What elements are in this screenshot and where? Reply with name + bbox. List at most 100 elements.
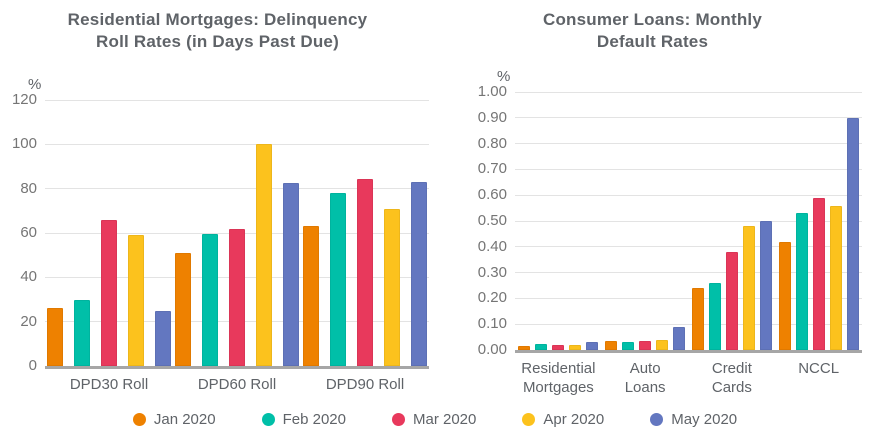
y-tick-label: 0.20 bbox=[477, 289, 507, 307]
bar-jan-2020-credit-cards bbox=[691, 288, 704, 350]
chart-title-line-2: Roll Rates (in Days Past Due) bbox=[96, 32, 339, 51]
legend-item-feb-2020: Feb 2020 bbox=[261, 411, 346, 428]
y-tick-label: 0.70 bbox=[477, 160, 507, 178]
y-tick-label: 40 bbox=[20, 268, 37, 286]
y-tick-label: 1.00 bbox=[477, 83, 507, 100]
x-category-label-dpd60-roll: DPD60 Roll bbox=[174, 375, 300, 394]
bar-feb-2020-nccl bbox=[795, 213, 808, 350]
bar-group-credit-cards bbox=[691, 221, 772, 350]
bar-may-2020-dpd30-roll bbox=[155, 310, 171, 366]
bar-groups bbox=[515, 92, 862, 350]
x-axis-labels: DPD30 Roll DPD60 Roll DPD90 Roll bbox=[45, 375, 429, 394]
bar-apr-2020-nccl bbox=[829, 205, 842, 350]
bar-jan-2020-nccl bbox=[778, 241, 791, 350]
chart-header: Residential Mortgages: Delinquency Roll … bbox=[0, 0, 435, 100]
gridline bbox=[45, 143, 429, 145]
bar-feb-2020-credit-cards bbox=[708, 282, 721, 350]
legend-label: May 2020 bbox=[671, 411, 738, 428]
legend-label: Mar 2020 bbox=[412, 411, 477, 428]
y-tick-label: 100 bbox=[11, 135, 37, 153]
legend-label: Apr 2020 bbox=[543, 411, 605, 428]
y-axis-unit-label: % bbox=[497, 68, 511, 85]
bar-mar-2020-auto-loans bbox=[639, 340, 652, 350]
bar-may-2020-residential-mortgages bbox=[586, 342, 599, 350]
chart-legend: Jan 2020 Feb 2020 Mar 2020 Apr 2020 May 2020 bbox=[0, 411, 870, 428]
bar-jan-2020-dpd30-roll bbox=[47, 308, 63, 366]
x-category-label-credit-cards: Credit Cards bbox=[691, 359, 773, 397]
y-tick-label: 0.30 bbox=[477, 263, 507, 281]
bar-feb-2020-auto-loans bbox=[622, 342, 635, 350]
charts-row: Residential Mortgages: Delinquency Roll … bbox=[0, 0, 870, 397]
gridline bbox=[515, 246, 862, 248]
legend-item-may-2020: May 2020 bbox=[650, 411, 737, 428]
y-tick-label: 0 bbox=[28, 357, 37, 374]
chart-residential-mortgages-roll-rates: Residential Mortgages: Delinquency Roll … bbox=[0, 0, 435, 397]
gridline bbox=[515, 297, 862, 299]
bar-may-2020-nccl bbox=[846, 117, 859, 350]
x-category-label-line: Credit bbox=[711, 360, 752, 377]
gridline bbox=[515, 168, 862, 170]
gridline bbox=[515, 91, 862, 93]
bar-apr-2020-dpd60-roll bbox=[256, 144, 272, 366]
gridline bbox=[515, 194, 862, 196]
plot-area: 0.00 0.10 0.20 0.30 0.40 0.50 0.60 0.70 0.80 0.90… bbox=[478, 84, 862, 358]
bar-may-2020-dpd60-roll bbox=[283, 183, 299, 366]
chart-title: Residential Mortgages: Delinquency Roll … bbox=[0, 0, 435, 53]
bar-apr-2020-dpd90-roll bbox=[384, 208, 400, 366]
bar-jan-2020-residential-mortgages bbox=[518, 346, 531, 350]
legend-label: Feb 2020 bbox=[282, 411, 346, 428]
chart-consumer-loans-default-rates: Consumer Loans: Monthly Default Rates % … bbox=[435, 0, 870, 397]
legend-swatch-icon bbox=[522, 413, 536, 426]
bar-jan-2020-auto-loans bbox=[605, 340, 618, 350]
gridline bbox=[515, 220, 862, 222]
bar-groups bbox=[45, 100, 429, 366]
x-category-label-dpd30-roll: DPD30 Roll bbox=[46, 375, 172, 394]
gridline bbox=[45, 99, 429, 101]
bar-feb-2020-dpd60-roll bbox=[202, 234, 218, 366]
bar-mar-2020-nccl bbox=[812, 197, 825, 350]
x-category-label-line: Auto bbox=[629, 360, 661, 377]
legend-label: Jan 2020 bbox=[153, 411, 216, 428]
y-tick-label: 0.90 bbox=[477, 108, 507, 126]
bar-jan-2020-dpd90-roll bbox=[303, 226, 319, 366]
y-tick-label: 0.40 bbox=[477, 237, 507, 255]
bar-group-dpd90-roll bbox=[303, 178, 427, 366]
chart-title-line-1: Residential Mortgages: Delinquency bbox=[67, 10, 368, 29]
legend-swatch-icon bbox=[261, 413, 275, 426]
bar-group-residential-mortgages bbox=[518, 342, 599, 350]
bar-jan-2020-dpd60-roll bbox=[175, 252, 191, 366]
y-tick-label: 80 bbox=[20, 179, 37, 197]
y-tick-label: 0.60 bbox=[477, 186, 507, 204]
legend-swatch-icon bbox=[650, 413, 664, 426]
bar-group-auto-loans bbox=[605, 326, 686, 350]
x-category-label-line: DPD30 Roll bbox=[69, 376, 149, 393]
y-tick-label: 0.10 bbox=[477, 315, 507, 333]
chart-title-line-1: Consumer Loans: Monthly bbox=[543, 10, 762, 29]
gridline bbox=[515, 323, 862, 325]
bar-mar-2020-dpd30-roll bbox=[101, 219, 117, 366]
y-tick-label: 0.50 bbox=[477, 212, 507, 229]
x-category-label-line: NCCL bbox=[798, 360, 840, 377]
plot-area: 0 20 40 60 80 100 120 bbox=[12, 92, 429, 374]
bar-mar-2020-residential-mortgages bbox=[552, 344, 565, 350]
bar-mar-2020-dpd90-roll bbox=[357, 178, 373, 366]
bar-may-2020-auto-loans bbox=[673, 326, 686, 350]
legend-item-jan-2020: Jan 2020 bbox=[132, 411, 216, 428]
x-category-label-line: Cards bbox=[711, 379, 752, 396]
bar-mar-2020-credit-cards bbox=[725, 251, 738, 350]
legend-item-mar-2020: Mar 2020 bbox=[391, 411, 477, 428]
bar-group-nccl bbox=[778, 117, 859, 350]
x-category-label-line: Loans bbox=[624, 379, 666, 396]
gridline bbox=[515, 117, 862, 119]
chart-header: Consumer Loans: Monthly Default Rates % bbox=[435, 0, 870, 92]
bar-mar-2020-dpd60-roll bbox=[229, 228, 245, 366]
legend-item-apr-2020: Apr 2020 bbox=[522, 411, 604, 428]
legend-swatch-icon bbox=[391, 413, 405, 426]
bar-feb-2020-residential-mortgages bbox=[535, 343, 548, 350]
y-tick-label: 0.00 bbox=[477, 341, 507, 358]
bar-feb-2020-dpd90-roll bbox=[330, 193, 346, 366]
gridline bbox=[45, 188, 429, 190]
y-tick-label: 60 bbox=[20, 224, 37, 241]
x-category-label-dpd90-roll: DPD90 Roll bbox=[302, 375, 428, 394]
